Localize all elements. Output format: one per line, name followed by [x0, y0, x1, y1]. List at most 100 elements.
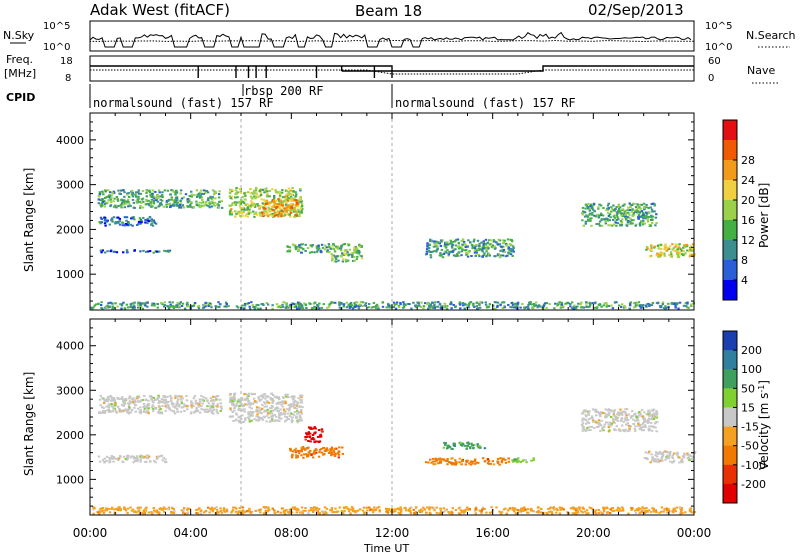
range-gate-cell	[239, 206, 242, 209]
range-gate-cell	[200, 405, 203, 407]
range-gate-cell	[106, 400, 110, 403]
range-gate-cell	[238, 404, 242, 407]
range-gate-cell	[112, 405, 115, 408]
range-gate-cell	[625, 224, 629, 227]
range-gate-cell	[106, 409, 109, 412]
range-gate-cell	[170, 401, 174, 404]
range-gate-cell	[175, 304, 179, 307]
range-gate-cell	[500, 245, 503, 248]
range-gate-cell	[322, 446, 326, 449]
range-gate-cell	[576, 511, 580, 514]
colorbar-swatch	[723, 331, 737, 351]
range-gate-cell	[234, 215, 237, 218]
range-gate-cell	[601, 427, 604, 430]
range-gate-cell	[313, 251, 316, 254]
range-gate-cell	[474, 508, 477, 510]
range-gate-cell	[159, 507, 162, 510]
range-gate-cell	[580, 301, 583, 304]
range-gate-cell	[615, 219, 618, 221]
range-gate-cell	[630, 210, 633, 213]
range-gate-cell	[311, 244, 314, 246]
range-gate-cell	[484, 238, 488, 241]
range-gate-cell	[441, 256, 445, 259]
range-gate-cell	[269, 201, 273, 204]
range-gate-cell	[327, 452, 331, 454]
range-gate-cell	[435, 459, 438, 462]
range-gate-cell	[285, 419, 288, 422]
range-gate-cell	[175, 191, 179, 194]
range-gate-cell	[503, 250, 507, 253]
range-gate-cell	[181, 204, 184, 207]
range-gate-cell	[129, 411, 133, 414]
range-gate-cell	[461, 444, 464, 447]
range-gate-cell	[254, 509, 257, 512]
range-gate-cell	[130, 409, 134, 411]
range-gate-cell	[462, 240, 466, 243]
range-gate-cell	[539, 305, 542, 308]
range-gate-cell	[198, 411, 202, 414]
range-gate-cell	[615, 417, 618, 420]
range-gate-cell	[640, 203, 643, 206]
range-gate-cell	[588, 506, 591, 509]
range-gate-cell	[477, 253, 480, 256]
range-gate-cell	[220, 407, 223, 410]
range-gate-cell	[585, 214, 588, 217]
range-gate-cell	[476, 239, 480, 242]
range-gate-cell	[211, 405, 214, 408]
range-gate-cell	[190, 404, 193, 407]
range-gate-cell	[308, 435, 312, 438]
range-gate-cell	[109, 201, 113, 204]
range-gate-cell	[180, 509, 184, 512]
range-gate-cell	[113, 407, 116, 410]
range-gate-cell	[215, 506, 218, 509]
range-gate-cell	[655, 213, 658, 216]
range-gate-cell	[177, 205, 180, 208]
range-gate-cell	[147, 202, 150, 205]
range-gate-cell	[358, 508, 362, 511]
range-gate-cell	[335, 245, 338, 248]
range-gate-cell	[94, 303, 98, 306]
range-gate-cell	[460, 250, 464, 253]
range-gate-cell	[612, 215, 615, 218]
range-gate-cell	[472, 244, 476, 247]
range-gate-cell	[201, 198, 204, 201]
range-gate-cell	[337, 259, 340, 262]
range-gate-cell	[167, 307, 171, 310]
range-gate-cell	[105, 460, 108, 462]
range-gate-cell	[658, 255, 662, 258]
range-gate-cell	[475, 252, 478, 255]
range-gate-cell	[660, 457, 663, 460]
range-gate-cell	[465, 460, 468, 462]
range-gate-cell	[671, 254, 674, 257]
range-gate-cell	[292, 207, 296, 210]
range-gate-cell	[101, 509, 104, 512]
range-gate-cell	[314, 508, 318, 511]
range-gate-cell	[123, 400, 127, 403]
range-gate-cell	[217, 196, 221, 199]
range-gate-cell	[231, 403, 234, 406]
range-gate-cell	[591, 211, 594, 214]
range-gate-cell	[476, 443, 479, 446]
range-gate-cell	[250, 412, 253, 415]
range-gate-cell	[649, 303, 652, 306]
range-gate-cell	[640, 304, 644, 307]
date-title: 02/Sep/2013	[588, 1, 684, 19]
range-gate-cell	[142, 249, 145, 252]
range-gate-cell	[156, 200, 160, 203]
range-gate-cell	[265, 400, 269, 403]
range-gate-cell	[322, 512, 325, 515]
range-gate-cell	[638, 424, 641, 427]
range-gate-cell	[285, 190, 288, 192]
range-gate-cell	[486, 246, 489, 248]
range-gate-cell	[559, 306, 563, 309]
range-gate-cell	[103, 222, 107, 225]
range-gate-cell	[167, 405, 171, 408]
range-gate-cell	[612, 209, 616, 211]
range-gate-cell	[163, 189, 167, 192]
range-gate-cell	[641, 306, 644, 309]
range-gate-cell	[296, 245, 299, 248]
range-gate-cell	[656, 253, 660, 256]
range-gate-cell	[229, 409, 233, 411]
range-gate-cell	[495, 506, 498, 509]
range-gate-cell	[123, 403, 127, 405]
